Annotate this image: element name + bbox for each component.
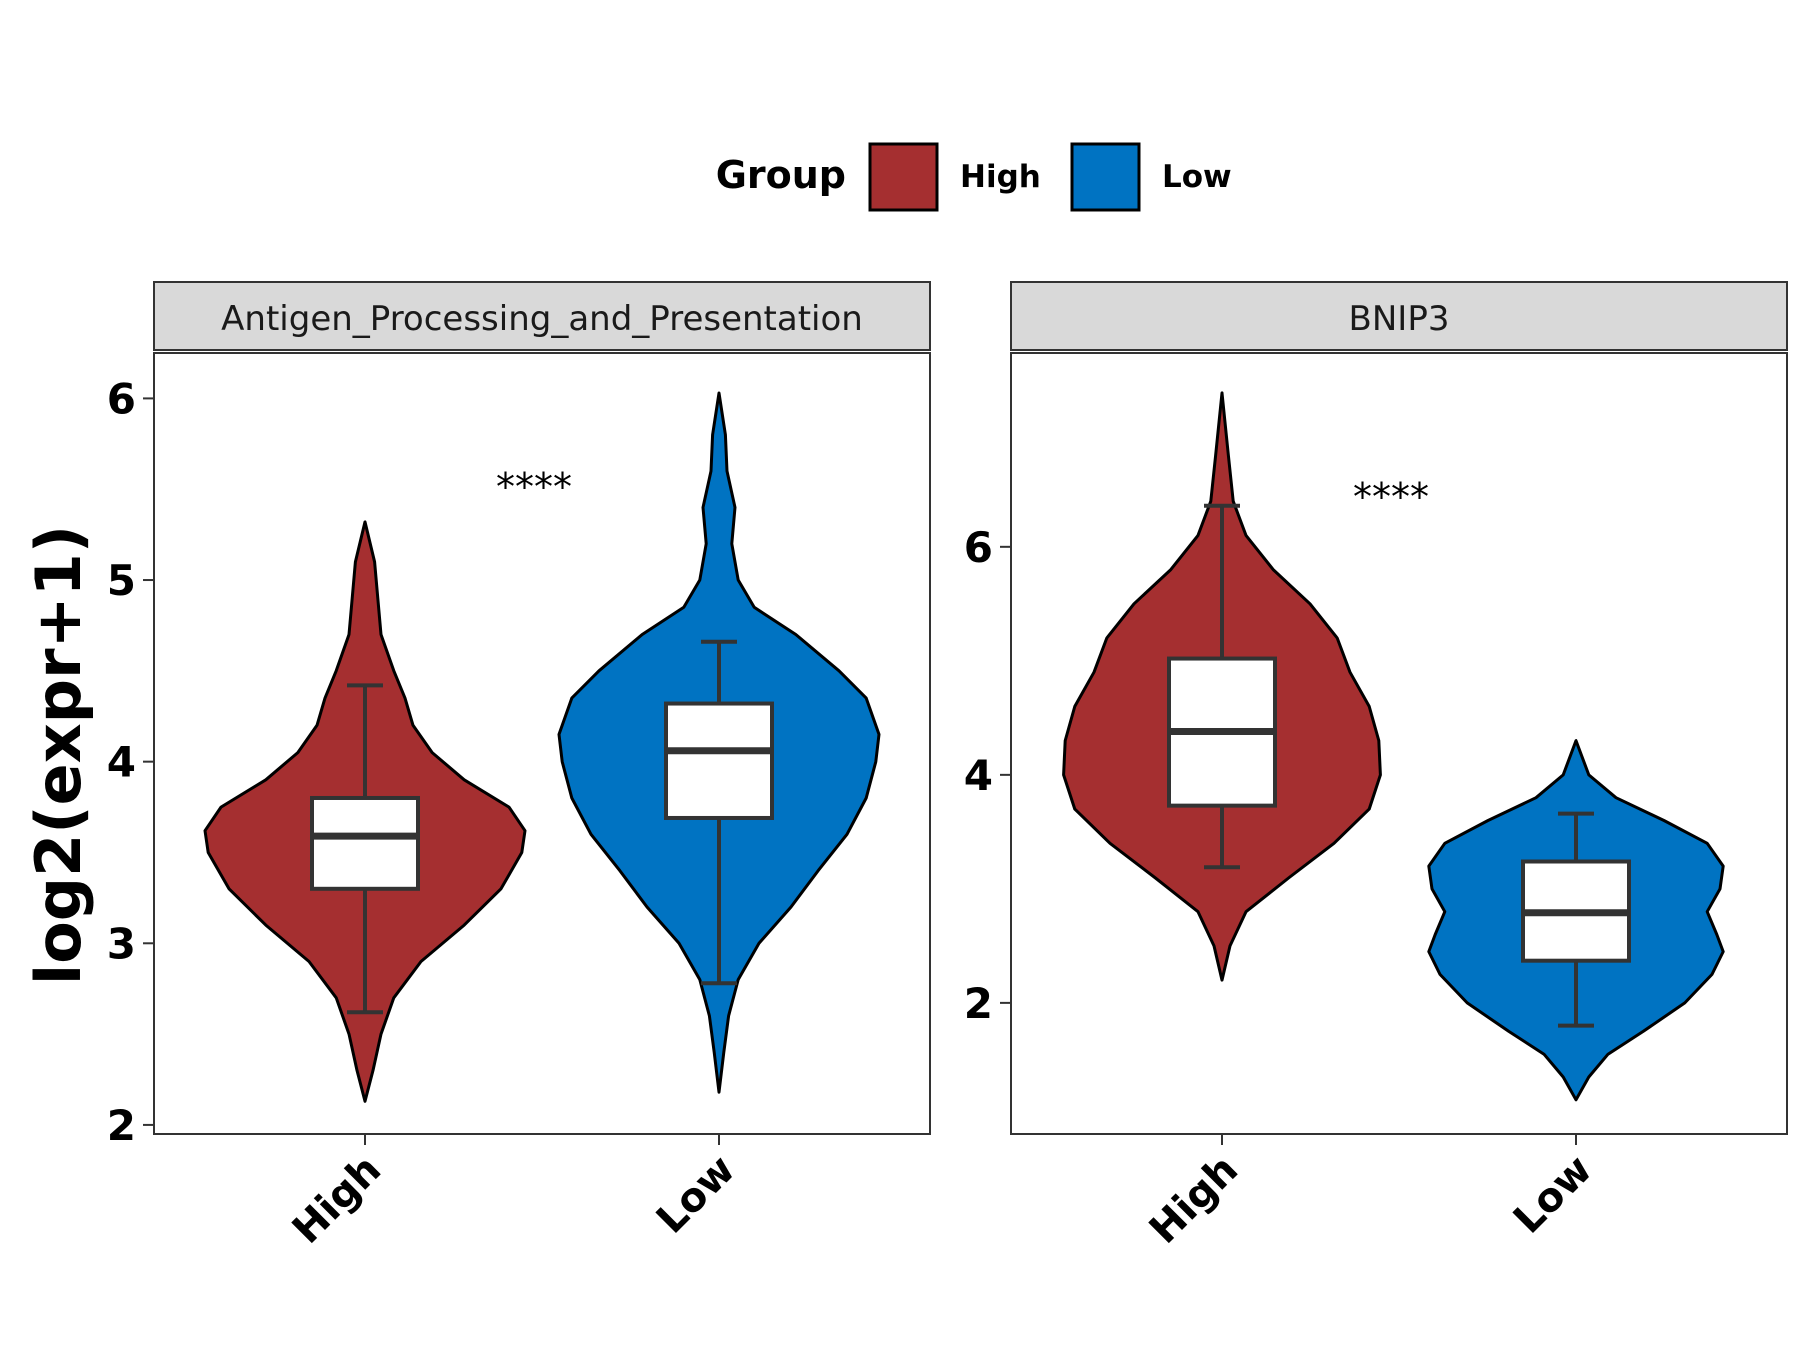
plot-border <box>153 352 931 1135</box>
legend: Group High Low <box>716 142 1232 212</box>
legend-swatch-low <box>1070 142 1141 212</box>
significance-label: **** <box>1353 475 1429 519</box>
x-tick-label: Low <box>648 1147 744 1243</box>
panel-bnip3: BNIP3 2 4 6 High Low **** <box>964 281 1788 1253</box>
y-tick-label: 6 <box>107 374 136 423</box>
panel-title: BNIP3 <box>1349 299 1450 339</box>
panel-strip <box>1010 281 1788 351</box>
plot-border <box>1010 352 1788 1135</box>
y-tick-label: 4 <box>107 738 136 787</box>
y-tick-label: 6 <box>964 523 993 572</box>
y-tick-label: 2 <box>964 979 993 1028</box>
box-iqr <box>664 701 774 820</box>
y-tick-label: 3 <box>107 919 136 968</box>
legend-swatch-high <box>868 142 939 212</box>
x-tick-label: Low <box>1505 1147 1601 1243</box>
legend-label-low: Low <box>1162 159 1232 195</box>
x-tick-label: High <box>1141 1147 1247 1253</box>
legend-label-high: High <box>960 159 1041 195</box>
x-tick-label: High <box>284 1147 390 1253</box>
panel-strip <box>153 281 931 351</box>
y-tick-label: 2 <box>107 1101 136 1150</box>
y-axis-label: log2(expr+1) <box>22 525 95 985</box>
box-iqr <box>310 795 420 891</box>
panel-antigen-processing: Antigen_Processing_and_Presentation 2 3 4 5… <box>107 281 931 1253</box>
legend-title: Group <box>716 153 846 197</box>
panel-title: Antigen_Processing_and_Presentation <box>221 299 863 339</box>
significance-label: **** <box>496 465 572 509</box>
y-tick-label: 5 <box>107 556 136 605</box>
y-tick-label: 4 <box>964 751 993 800</box>
